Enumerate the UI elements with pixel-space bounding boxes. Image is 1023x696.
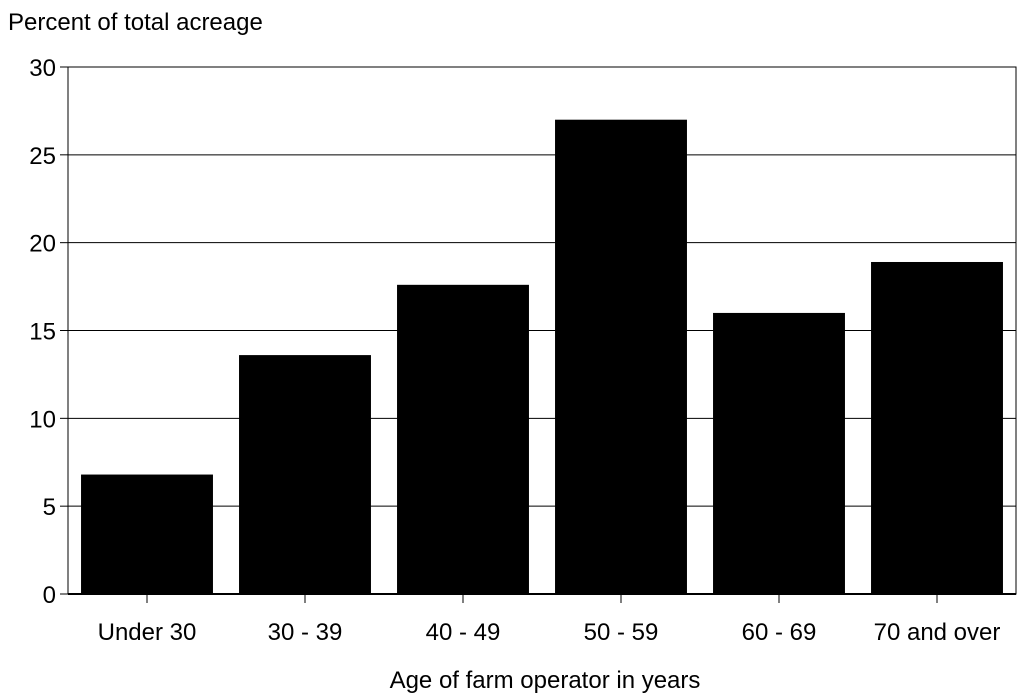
x-tick-label: 60 - 69 [742, 619, 817, 646]
axes [60, 66, 1017, 603]
x-tick-labels: Under 30 30 - 39 40 - 49 50 - 59 60 - 69 70 a… [98, 619, 1001, 646]
bar-3 [397, 284, 529, 594]
bars [81, 119, 1003, 594]
y-tick-label: 10 [29, 406, 56, 433]
y-tick-label: 30 [29, 55, 56, 82]
bar-6 [871, 261, 1003, 594]
y-axis-title: Percent of total acreage [8, 9, 263, 36]
bar-5 [713, 312, 845, 594]
bar-4 [555, 119, 687, 594]
x-axis-title: Age of farm operator in years [390, 667, 701, 694]
y-tick-labels: 0 5 10 15 20 25 30 [29, 55, 56, 609]
y-tick-label: 25 [29, 143, 56, 170]
x-tick-label: 70 and over [874, 619, 1001, 646]
x-tick-label: 30 - 39 [268, 619, 343, 646]
y-tick-label: 5 [43, 494, 56, 521]
bar-2 [239, 355, 371, 594]
bar-1 [81, 474, 213, 594]
x-tick-label: Under 30 [98, 619, 197, 646]
y-tick-label: 0 [43, 582, 56, 609]
y-tick-label: 15 [29, 319, 56, 346]
x-tick-label: 40 - 49 [426, 619, 501, 646]
y-tick-label: 20 [29, 231, 56, 258]
x-tick-label: 50 - 59 [584, 619, 659, 646]
